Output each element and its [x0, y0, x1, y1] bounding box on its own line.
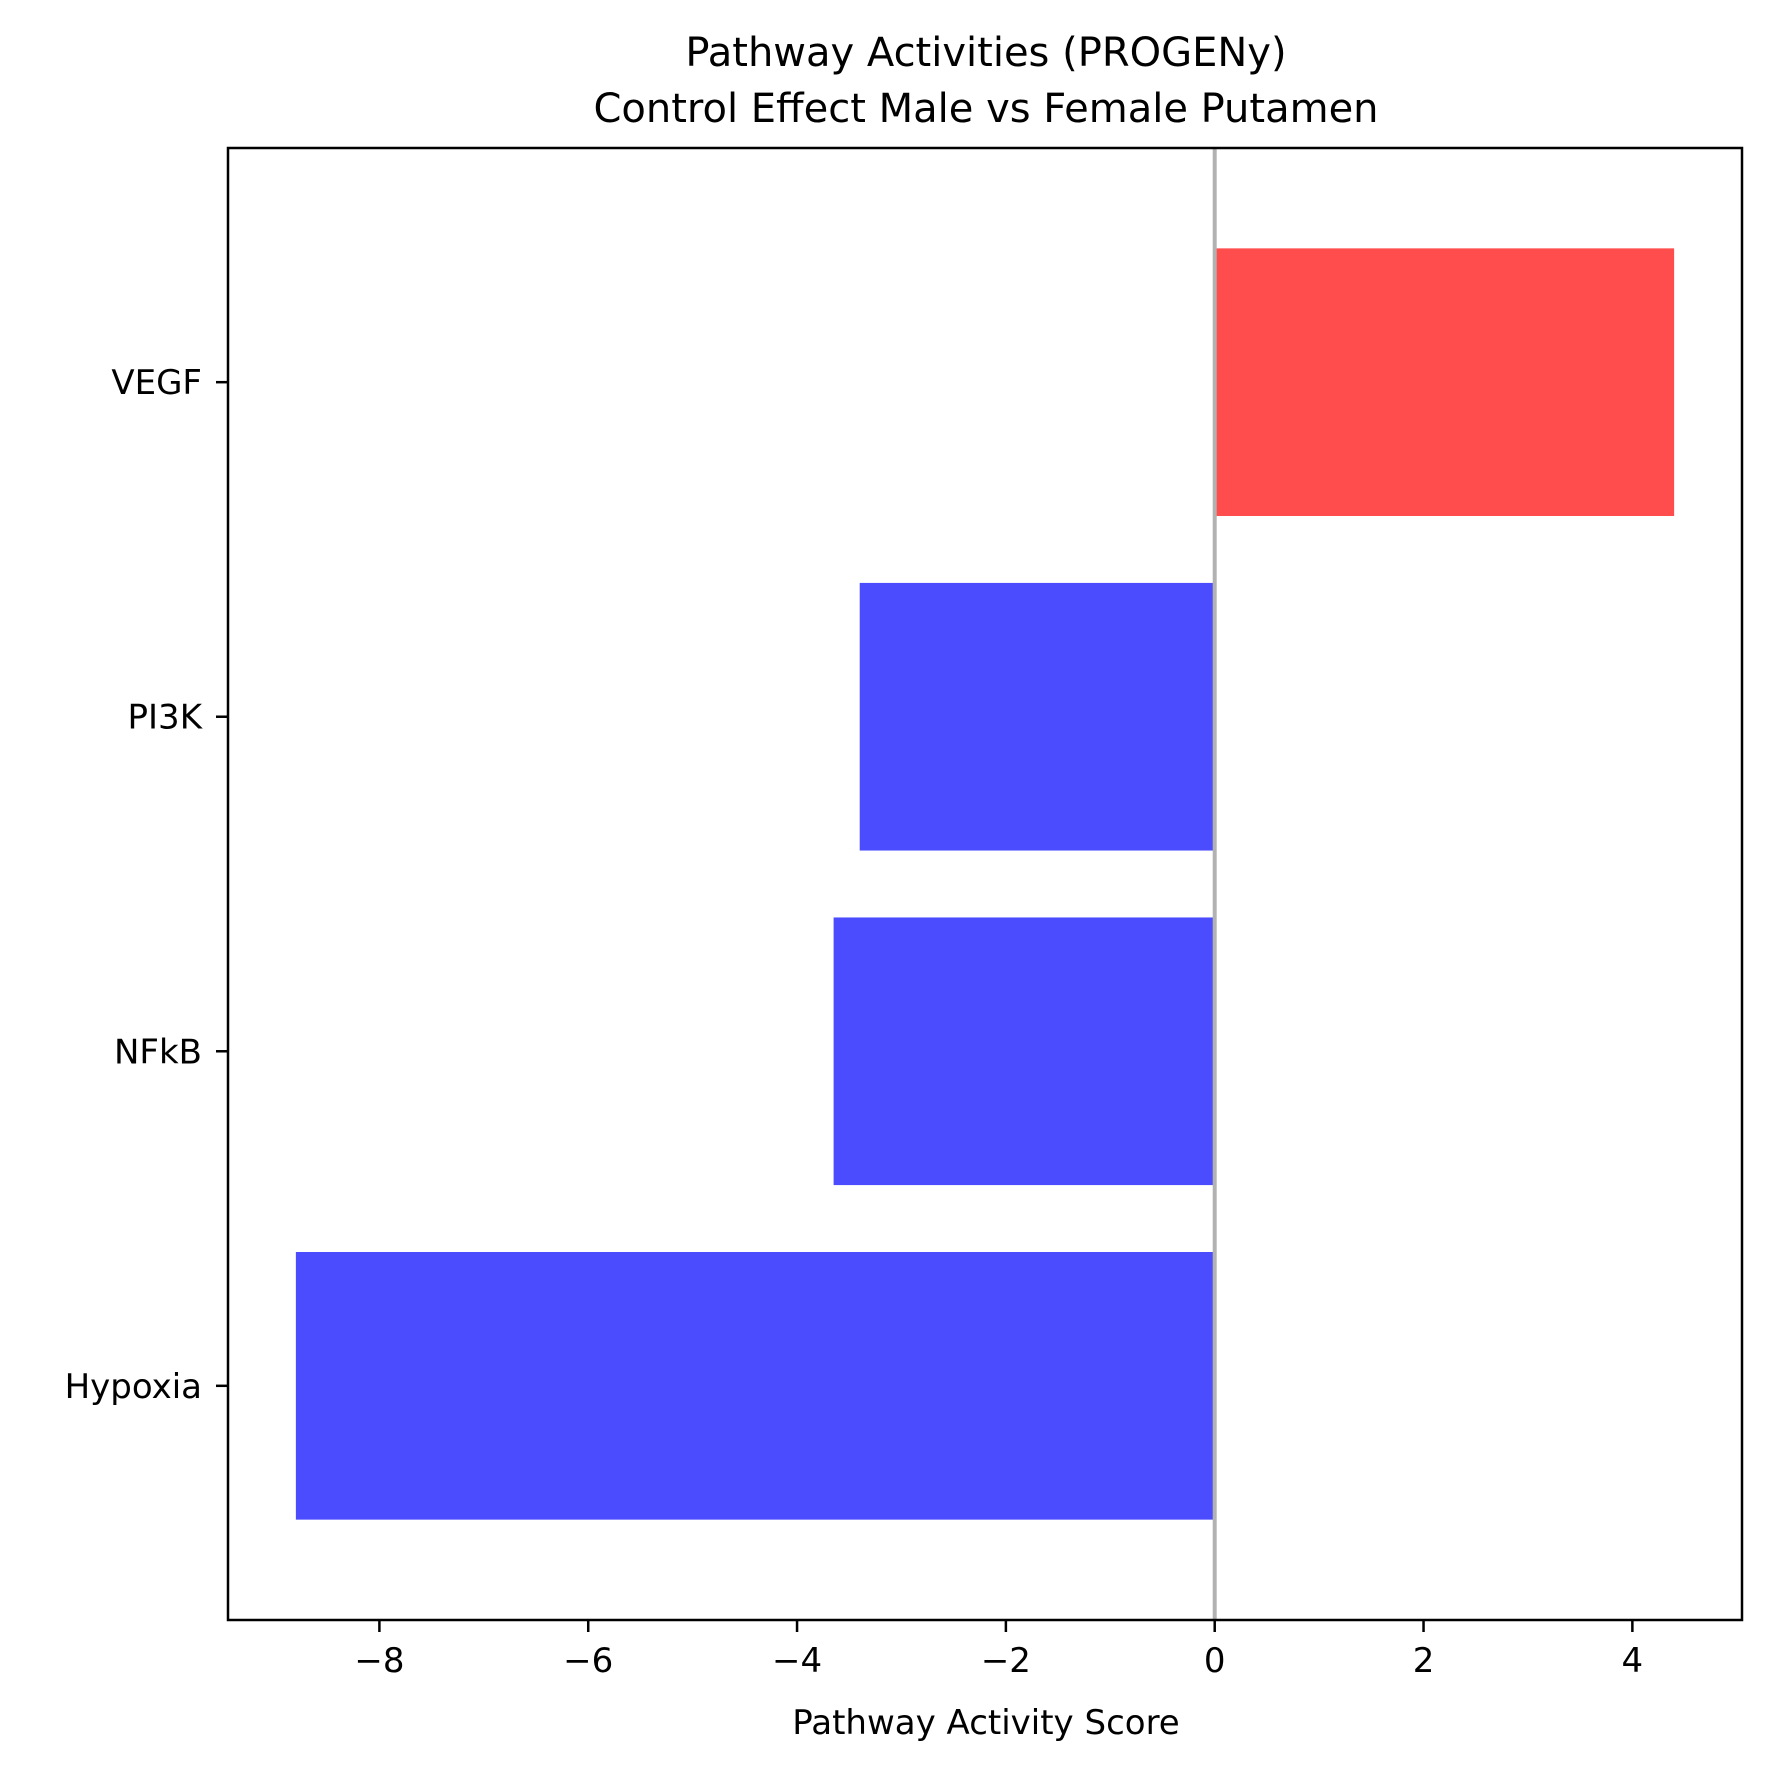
chart-title-line2: Control Effect Male vs Female Putamen: [593, 86, 1378, 132]
bar-vegf: [1214, 248, 1675, 516]
y-axis-ticks: VEGF PI3K NFkB Hypoxia: [65, 363, 228, 1407]
bar-nfkb: [833, 917, 1215, 1186]
y-tick-label: NFkB: [114, 1032, 202, 1072]
x-tick-label: −4: [772, 1641, 822, 1681]
x-tick-label: 4: [1622, 1641, 1644, 1681]
x-tick-label: 2: [1413, 1641, 1435, 1681]
y-tick-label: VEGF: [111, 363, 202, 403]
chart-title-line1: Pathway Activities (PROGENy): [685, 30, 1286, 76]
bar-hypoxia: [295, 1252, 1215, 1520]
bar-pi3k: [859, 582, 1215, 851]
x-tick-label: −6: [563, 1641, 613, 1681]
bars-layer: [295, 248, 1675, 1520]
x-tick-label: −8: [354, 1641, 404, 1681]
x-tick-label: −2: [981, 1641, 1031, 1681]
y-tick-label: PI3K: [128, 698, 204, 738]
x-tick-label: 0: [1204, 1641, 1226, 1681]
x-axis-label: Pathway Activity Score: [792, 1703, 1179, 1743]
y-tick-label: Hypoxia: [65, 1367, 202, 1407]
plot-frame: [226, 146, 1744, 1622]
x-axis-ticks: −8 −6 −4 −2 0 2 4: [354, 1620, 1643, 1681]
